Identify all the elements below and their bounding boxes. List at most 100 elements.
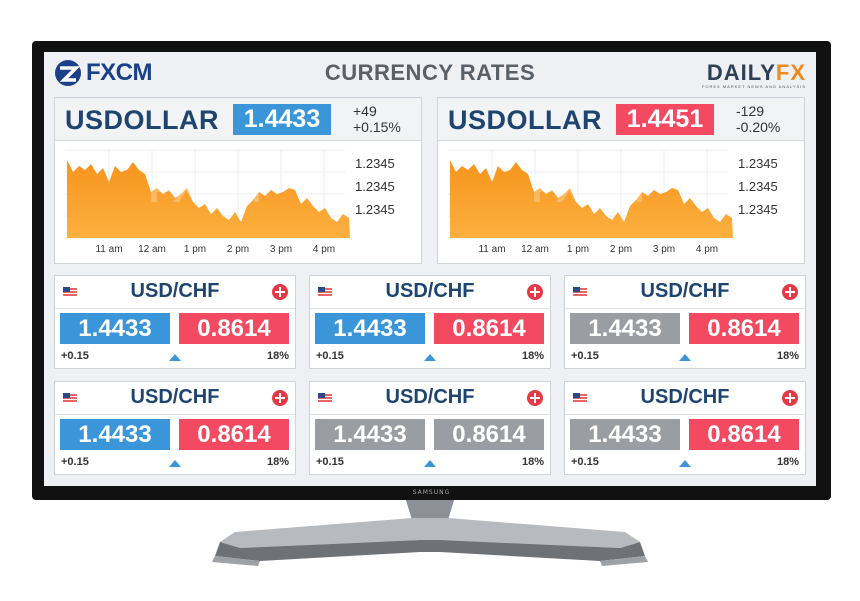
bid-rate-button[interactable]: 1.4433 (570, 419, 680, 450)
currency-pair: USD/CHF (640, 280, 730, 302)
x-tick-label: 3 pm (270, 244, 292, 255)
add-icon[interactable] (272, 284, 288, 300)
index-change-percent: +0.15% (353, 119, 401, 135)
up-triangle-icon (424, 354, 436, 361)
add-icon[interactable] (527, 390, 543, 406)
bid-rate-button[interactable]: 1.4433 (60, 419, 170, 450)
index-change: +49 +0.15% (353, 103, 401, 135)
add-icon[interactable] (782, 284, 798, 300)
index-name: USDOLLAR (448, 105, 602, 135)
rate-change: +0.15 (571, 456, 599, 468)
price-area (67, 160, 350, 238)
up-triangle-icon (169, 460, 181, 467)
us-flag-icon (318, 391, 332, 405)
add-icon[interactable] (782, 390, 798, 406)
currency-pair: USD/CHF (640, 386, 730, 408)
dailyfx-tagline: FOREX MARKET NEWS AND ANALYSIS (701, 84, 806, 89)
us-flag-icon (318, 285, 332, 299)
dailyfx-logo: DAILYFX FOREX MARKET NEWS AND ANALYSIS (702, 60, 806, 89)
index-panel-2[interactable]: USDOLLAR 1.4451 -129 -0.20% FXCM 1.2345 … (437, 97, 805, 264)
ask-rate-button[interactable]: 0.8614 (689, 419, 799, 450)
fxcm-swoosh-icon (55, 60, 81, 86)
us-flag-icon (573, 391, 587, 405)
currency-pair: USD/CHF (385, 280, 475, 302)
currency-pair: USD/CHF (130, 280, 220, 302)
rate-percent: 18% (266, 456, 289, 468)
rate-percent: 18% (776, 456, 799, 468)
ask-rate-button[interactable]: 0.8614 (434, 313, 544, 344)
ask-rate-button[interactable]: 0.8614 (179, 419, 289, 450)
rate-change: +0.15 (316, 456, 344, 468)
up-triangle-icon (679, 354, 691, 361)
up-triangle-icon (679, 460, 691, 467)
bid-rate-button[interactable]: 1.4433 (570, 313, 680, 344)
index-change-percent: -0.20% (736, 119, 781, 135)
index-change-points: +49 (353, 103, 377, 119)
price-area (450, 160, 733, 238)
add-icon[interactable] (527, 284, 543, 300)
x-tick-label: 3 pm (653, 244, 675, 255)
index-rate: 1.4451 (616, 104, 714, 135)
index-name: USDOLLAR (65, 105, 219, 135)
rate-percent: 18% (521, 350, 544, 362)
ask-rate-button[interactable]: 0.8614 (689, 313, 799, 344)
rates-screen: FXCM CURRENCY RATES DAILYFX FOREX MARKET… (44, 52, 816, 486)
x-tick-label: 4 pm (696, 244, 718, 255)
x-tick-label: 1 pm (567, 244, 589, 255)
rate-change: +0.15 (571, 350, 599, 362)
fxcm-logo: FXCM (54, 57, 153, 89)
rate-card[interactable]: USD/CHF 1.4433 0.8614 +0.15 18% (309, 275, 551, 369)
rate-card[interactable]: USD/CHF 1.4433 0.8614 +0.15 18% (564, 381, 806, 475)
add-icon[interactable] (272, 390, 288, 406)
y-tick-label: 1.2345 (738, 156, 778, 171)
x-tick-label: 12 am (138, 244, 166, 255)
x-tick-label: 2 pm (610, 244, 632, 255)
index-panel-1[interactable]: USDOLLAR 1.4433 +49 +0.15% FXCM 1.2345 1… (54, 97, 422, 264)
page-title: CURRENCY RATES (324, 60, 536, 85)
ask-rate-button[interactable]: 0.8614 (434, 419, 544, 450)
fxcm-logo-text: FXCM (86, 59, 153, 86)
tv-brand-label: SAMSUNG (412, 489, 451, 496)
x-tick-label: 4 pm (313, 244, 335, 255)
up-triangle-icon (169, 354, 181, 361)
x-tick-label: 2 pm (227, 244, 249, 255)
y-tick-label: 1.2345 (738, 179, 778, 194)
y-tick-label: 1.2345 (355, 202, 395, 217)
price-chart: FXCM 1.2345 1.2345 1.2345 11 am 12 am 1 … (448, 149, 778, 255)
index-change: -129 -0.20% (736, 103, 780, 135)
x-tick-label: 11 am (95, 244, 122, 255)
dailyfx-logo-main: DAILY (706, 60, 776, 85)
x-tick-label: 11 am (478, 244, 505, 255)
rate-change: +0.15 (61, 350, 89, 362)
rate-percent: 18% (266, 350, 289, 362)
rate-percent: 18% (776, 350, 799, 362)
x-tick-label: 12 am (521, 244, 549, 255)
rate-card[interactable]: USD/CHF 1.4433 0.8614 +0.15 18% (54, 275, 296, 369)
up-triangle-icon (424, 460, 436, 467)
chart-watermark: FXCM (148, 167, 261, 211)
currency-pair: USD/CHF (385, 386, 475, 408)
rate-card[interactable]: USD/CHF 1.4433 0.8614 +0.15 18% (564, 275, 806, 369)
us-flag-icon (63, 285, 77, 299)
chart-watermark: FXCM (531, 167, 644, 211)
ask-rate-button[interactable]: 0.8614 (179, 313, 289, 344)
rate-card[interactable]: USD/CHF 1.4433 0.8614 +0.15 18% (309, 381, 551, 475)
us-flag-icon (63, 391, 77, 405)
bid-rate-button[interactable]: 1.4433 (315, 313, 425, 344)
dailyfx-logo-accent: FX (775, 60, 806, 85)
y-tick-label: 1.2345 (738, 202, 778, 217)
y-tick-label: 1.2345 (355, 156, 395, 171)
bid-rate-button[interactable]: 1.4433 (60, 313, 170, 344)
x-tick-label: 1 pm (184, 244, 206, 255)
rate-percent: 18% (521, 456, 544, 468)
rate-change: +0.15 (316, 350, 344, 362)
index-change-points: -129 (736, 103, 765, 119)
price-chart: FXCM 1.2345 1.2345 1.2345 11 am 12 am 1 … (65, 149, 395, 255)
rate-card[interactable]: USD/CHF 1.4433 0.8614 +0.15 18% (54, 381, 296, 475)
rate-change: +0.15 (61, 456, 89, 468)
currency-pair: USD/CHF (130, 386, 220, 408)
bid-rate-button[interactable]: 1.4433 (315, 419, 425, 450)
us-flag-icon (573, 285, 587, 299)
y-tick-label: 1.2345 (355, 179, 395, 194)
